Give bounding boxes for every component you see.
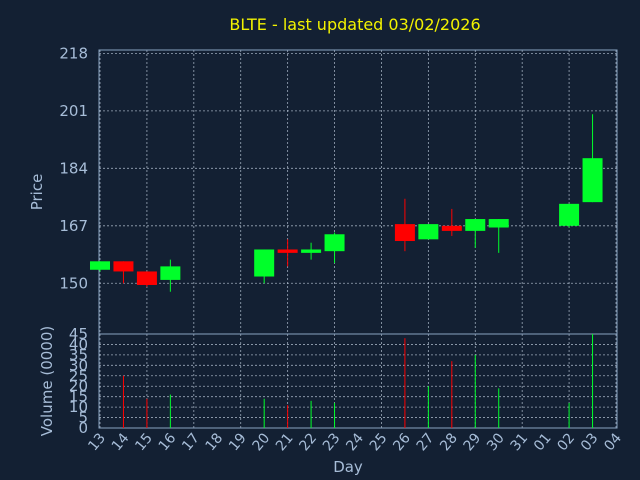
price-tick-label: 167 [59, 217, 88, 235]
candle-body [160, 266, 181, 280]
x-tick-label: 13 [85, 430, 109, 454]
volume-tick-label: 10 [69, 398, 88, 416]
candle-body [136, 271, 157, 285]
x-tick-label: 31 [508, 430, 532, 454]
volume-tick-label: 35 [69, 346, 88, 364]
x-tick-label: 29 [461, 430, 485, 454]
candle-body [277, 249, 298, 253]
x-tick-label: 19 [226, 430, 250, 454]
candle-body [465, 219, 486, 231]
candle-body [324, 234, 345, 252]
candle-body [301, 249, 322, 253]
price-tick-label: 150 [59, 274, 88, 292]
price-axis-label: Price [28, 174, 46, 211]
price-gridlines [99, 50, 617, 334]
x-tick-label: 22 [296, 430, 320, 454]
x-tick-label: 04 [601, 430, 625, 454]
volume-tick-label: 30 [69, 356, 88, 374]
candle-body [559, 203, 580, 226]
x-tick-label: 14 [109, 430, 133, 454]
x-tick-label: 28 [437, 430, 461, 454]
candle-body [394, 224, 415, 242]
x-axis-label: Day [333, 458, 363, 476]
volume-tick-label: 40 [69, 335, 88, 353]
x-tick-label: 20 [250, 430, 274, 454]
x-tick-label: 24 [343, 430, 367, 454]
x-tick-label: 15 [132, 430, 156, 454]
price-panel-frame [98, 49, 618, 335]
volume-axis-label: Volume (0000) [38, 326, 56, 436]
price-tick-label: 201 [59, 102, 88, 120]
x-tick-label: 02 [554, 430, 578, 454]
price-tick-label: 218 [59, 44, 88, 62]
candle-body [418, 224, 439, 240]
volume-tick-label: 25 [69, 367, 88, 385]
candle-body [488, 219, 509, 228]
volume-tick-label: 20 [69, 377, 88, 395]
volume-tick-label: 5 [78, 409, 88, 427]
volume-bars-layer [122, 334, 594, 428]
x-tick-label: 18 [203, 430, 227, 454]
candle-body [441, 225, 462, 231]
x-tick-label: 27 [414, 430, 438, 454]
candle-body [582, 158, 603, 203]
volume-tick-label: 45 [69, 325, 88, 343]
volume-tick-label: 0 [78, 419, 88, 437]
x-tick-label: 26 [390, 430, 414, 454]
price-axis-ticks: 150 167 184 201 218 [59, 44, 88, 292]
x-tick-label: 25 [367, 430, 391, 454]
price-tick-label: 184 [59, 159, 88, 177]
x-tick-label: 01 [531, 430, 555, 454]
volume-gridlines [99, 333, 617, 429]
x-tick-label: 30 [484, 430, 508, 454]
x-tick-label: 03 [578, 430, 602, 454]
chart-title: BLTE - last updated 03/02/2026 [229, 15, 480, 34]
candle-body [90, 261, 110, 270]
x-tick-label: 17 [179, 430, 203, 454]
candle-body [254, 249, 275, 277]
x-axis-ticks: 13 14 15 16 17 18 19 20 21 22 23 24 25 26 27 28 29 30 31 01… [85, 430, 625, 454]
candles-layer [90, 114, 603, 292]
volume-panel-frame [98, 333, 618, 429]
x-tick-label: 23 [320, 430, 344, 454]
x-tick-label: 16 [156, 430, 180, 454]
x-tick-label: 21 [273, 430, 297, 454]
candle-body [113, 261, 134, 272]
volume-tick-label: 15 [69, 388, 88, 406]
